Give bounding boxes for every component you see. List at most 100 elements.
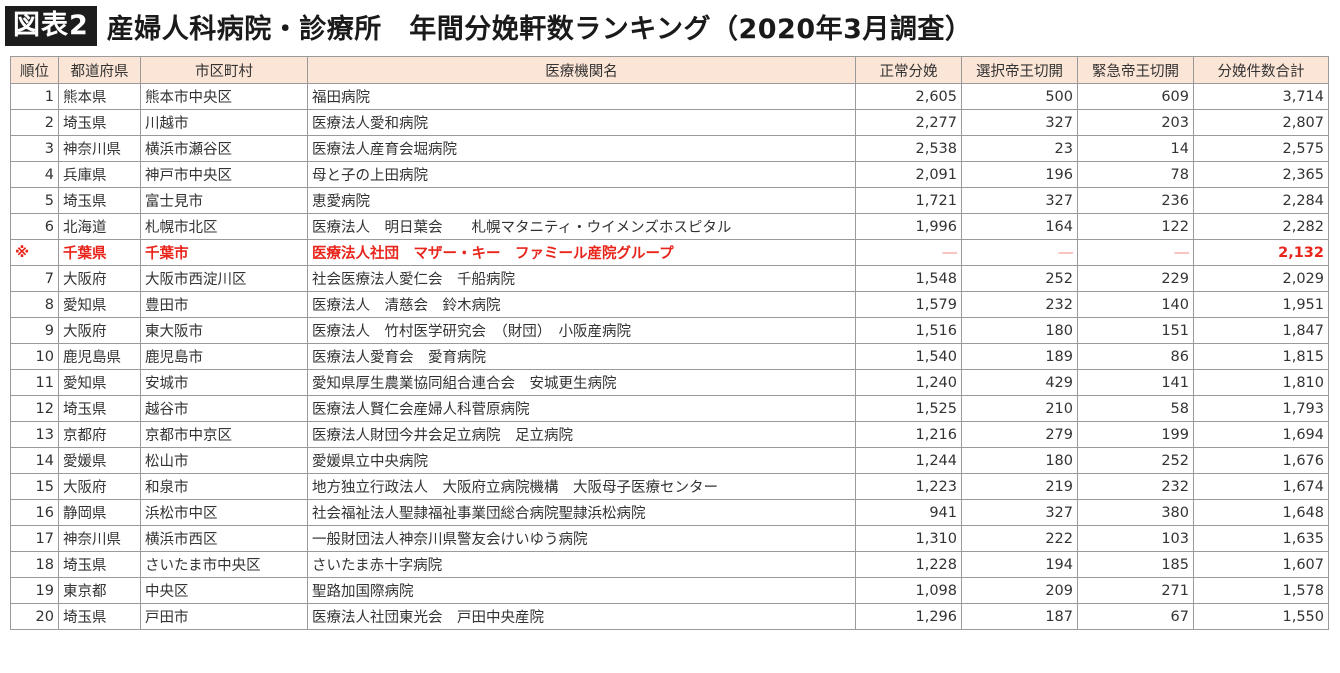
cell-rank: 13 (10, 421, 59, 448)
cell-elective-cesarean: 327 (961, 109, 1078, 136)
cell-city: 富士見市 (140, 187, 308, 214)
cell-institution: 医療法人社団 マザー・キー ファミール産院グループ (307, 239, 856, 266)
cell-prefecture: 埼玉県 (58, 551, 141, 578)
table-row: 14 愛媛県 松山市 愛媛県立中央病院 1,244 180 252 1,676 (10, 447, 1329, 474)
cell-institution: 母と子の上田病院 (307, 161, 856, 188)
cell-total-deliveries: 2,807 (1193, 109, 1329, 136)
header-elective-cesarean: 選択帝王切開 (961, 56, 1078, 84)
cell-elective-cesarean: 164 (961, 213, 1078, 240)
cell-city: 京都市中京区 (140, 421, 308, 448)
cell-rank: 2 (10, 109, 59, 136)
cell-total-deliveries: 1,847 (1193, 317, 1329, 344)
cell-total-deliveries: 3,714 (1193, 83, 1329, 110)
figure-label: 図表2 (5, 6, 97, 46)
cell-normal-delivery: 1,579 (855, 291, 962, 318)
cell-total-deliveries: 1,793 (1193, 395, 1329, 422)
cell-city: 千葉市 (140, 239, 308, 266)
cell-elective-cesarean: 209 (961, 577, 1078, 604)
cell-prefecture: 神奈川県 (58, 525, 141, 552)
cell-elective-cesarean: 279 (961, 421, 1078, 448)
header-prefecture: 都道府県 (58, 56, 141, 84)
cell-rank: 20 (10, 603, 59, 630)
cell-city: さいたま市中央区 (140, 551, 308, 578)
cell-rank: 16 (10, 499, 59, 526)
cell-institution: 一般財団法人神奈川県警友会けいゆう病院 (307, 525, 856, 552)
table-row: 5 埼玉県 富士見市 恵愛病院 1,721 327 236 2,284 (10, 187, 1329, 214)
cell-prefecture: 愛知県 (58, 291, 141, 318)
cell-emergency-cesarean: 229 (1077, 265, 1194, 292)
cell-prefecture: 大阪府 (58, 317, 141, 344)
cell-elective-cesarean: 222 (961, 525, 1078, 552)
cell-institution: 医療法人 明日葉会 札幌マタニティ・ウイメンズホスピタル (307, 213, 856, 240)
cell-prefecture: 埼玉県 (58, 187, 141, 214)
cell-rank: 17 (10, 525, 59, 552)
cell-total-deliveries: 2,282 (1193, 213, 1329, 240)
cell-emergency-cesarean: 271 (1077, 577, 1194, 604)
cell-prefecture: 兵庫県 (58, 161, 141, 188)
cell-total-deliveries: 2,132 (1193, 239, 1329, 266)
cell-city: 和泉市 (140, 473, 308, 500)
cell-city: 川越市 (140, 109, 308, 136)
cell-prefecture: 千葉県 (58, 239, 141, 266)
table-body: 1 熊本県 熊本市中央区 福田病院 2,605 500 609 3,714 2 埼玉県 川越市 医療法… (10, 83, 1329, 630)
cell-institution: 医療法人愛和病院 (307, 109, 856, 136)
cell-elective-cesarean: 210 (961, 395, 1078, 422)
cell-institution: 医療法人 竹村医学研究会 （財団） 小阪産病院 (307, 317, 856, 344)
cell-institution: 医療法人 清慈会 鈴木病院 (307, 291, 856, 318)
table-row: 6 北海道 札幌市北区 医療法人 明日葉会 札幌マタニティ・ウイメンズホスピタル 1,9… (10, 213, 1329, 240)
cell-elective-cesarean: 327 (961, 499, 1078, 526)
cell-prefecture: 愛知県 (58, 369, 141, 396)
cell-institution: 医療法人産育会堀病院 (307, 135, 856, 162)
cell-normal-delivery: 941 (855, 499, 962, 526)
cell-total-deliveries: 1,810 (1193, 369, 1329, 396)
cell-emergency-cesarean: 609 (1077, 83, 1194, 110)
cell-rank: ※ (10, 239, 59, 266)
table-row: 12 埼玉県 越谷市 医療法人賢仁会産婦人科菅原病院 1,525 210 58 1,793 (10, 395, 1329, 422)
cell-institution: 恵愛病院 (307, 187, 856, 214)
cell-rank: 15 (10, 473, 59, 500)
cell-rank: 7 (10, 265, 59, 292)
header-institution: 医療機関名 (307, 56, 856, 84)
table-row: 9 大阪府 東大阪市 医療法人 竹村医学研究会 （財団） 小阪産病院 1,516 180 1… (10, 317, 1329, 344)
cell-city: 大阪市西淀川区 (140, 265, 308, 292)
cell-total-deliveries: 1,694 (1193, 421, 1329, 448)
table-row: 18 埼玉県 さいたま市中央区 さいたま赤十字病院 1,228 194 185 1,607 (10, 551, 1329, 578)
cell-emergency-cesarean: 203 (1077, 109, 1194, 136)
table-row: 3 神奈川県 横浜市瀬谷区 医療法人産育会堀病院 2,538 23 14 2,575 (10, 135, 1329, 162)
cell-rank: 4 (10, 161, 59, 188)
cell-elective-cesarean: ― (961, 239, 1078, 266)
cell-prefecture: 埼玉県 (58, 109, 141, 136)
table-row: 2 埼玉県 川越市 医療法人愛和病院 2,277 327 203 2,807 (10, 109, 1329, 136)
table-row: 13 京都府 京都市中京区 医療法人財団今井会足立病院 足立病院 1,216 279 199… (10, 421, 1329, 448)
cell-prefecture: 鹿児島県 (58, 343, 141, 370)
cell-total-deliveries: 1,607 (1193, 551, 1329, 578)
cell-elective-cesarean: 219 (961, 473, 1078, 500)
cell-elective-cesarean: 327 (961, 187, 1078, 214)
cell-rank: 10 (10, 343, 59, 370)
cell-total-deliveries: 1,550 (1193, 603, 1329, 630)
cell-emergency-cesarean: 67 (1077, 603, 1194, 630)
cell-normal-delivery: 1,223 (855, 473, 962, 500)
cell-total-deliveries: 1,635 (1193, 525, 1329, 552)
cell-elective-cesarean: 500 (961, 83, 1078, 110)
cell-emergency-cesarean: 199 (1077, 421, 1194, 448)
cell-rank: 14 (10, 447, 59, 474)
table-row: 20 埼玉県 戸田市 医療法人社団東光会 戸田中央産院 1,296 187 67 1,550 (10, 603, 1329, 630)
cell-emergency-cesarean: 122 (1077, 213, 1194, 240)
cell-city: 中央区 (140, 577, 308, 604)
cell-total-deliveries: 1,951 (1193, 291, 1329, 318)
cell-institution: 愛知県厚生農業協同組合連合会 安城更生病院 (307, 369, 856, 396)
cell-normal-delivery: 1,721 (855, 187, 962, 214)
cell-normal-delivery: ― (855, 239, 962, 266)
cell-normal-delivery: 1,310 (855, 525, 962, 552)
cell-prefecture: 愛媛県 (58, 447, 141, 474)
cell-normal-delivery: 1,548 (855, 265, 962, 292)
cell-elective-cesarean: 196 (961, 161, 1078, 188)
cell-normal-delivery: 2,277 (855, 109, 962, 136)
cell-emergency-cesarean: 86 (1077, 343, 1194, 370)
cell-normal-delivery: 2,091 (855, 161, 962, 188)
cell-prefecture: 北海道 (58, 213, 141, 240)
ranking-table: 順位 都道府県 市区町村 医療機関名 正常分娩 選択帝王切開 緊急帝王切開 分娩… (10, 56, 1329, 630)
cell-normal-delivery: 1,216 (855, 421, 962, 448)
cell-city: 熊本市中央区 (140, 83, 308, 110)
